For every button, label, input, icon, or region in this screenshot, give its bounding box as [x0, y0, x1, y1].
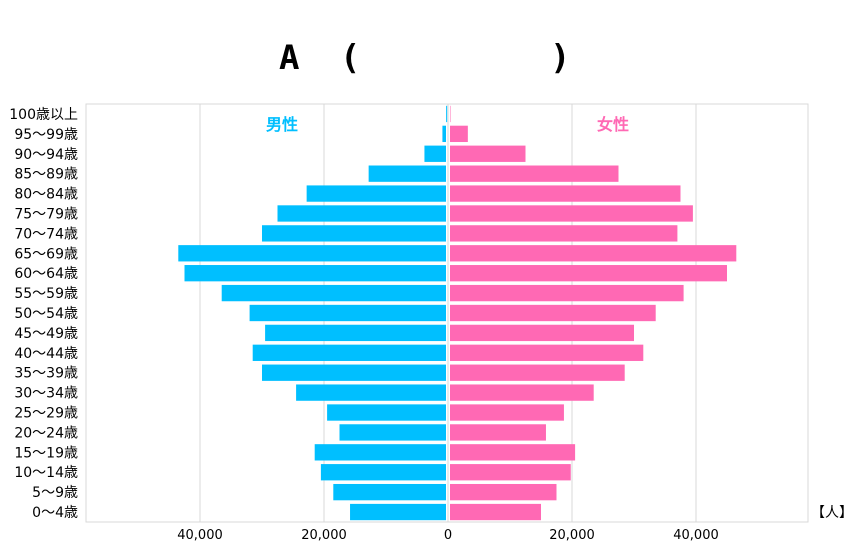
bar-male: [442, 125, 446, 143]
y-category-label: 100歳以上: [9, 107, 78, 123]
bar-male: [446, 105, 448, 123]
bar-female: [450, 245, 737, 262]
bar-male: [320, 464, 446, 481]
y-category-label: 5～9歳: [32, 485, 78, 501]
bar-female: [450, 284, 684, 302]
y-category-label: 10～14歳: [14, 465, 78, 481]
bar-male: [252, 344, 446, 361]
y-category-label: 15～19歳: [14, 445, 78, 461]
y-category-label: 70～74歳: [14, 226, 78, 242]
y-category-label: 85～89歳: [14, 167, 78, 183]
y-category-label: 20～24歳: [14, 425, 78, 441]
y-category-label: 65～69歳: [14, 246, 78, 262]
y-category-label: 25～29歳: [14, 406, 78, 422]
bar-female: [450, 265, 727, 282]
bar-male: [265, 324, 446, 342]
y-category-label: 90～94歳: [14, 147, 78, 163]
bar-male: [333, 483, 446, 501]
bar-female: [450, 404, 564, 421]
plot-area: [85, 103, 809, 523]
title-letter: A: [279, 38, 300, 78]
bar-male: [262, 364, 446, 381]
bar-female: [450, 205, 693, 222]
bar-female: [450, 424, 546, 441]
y-category-label: 95～99歳: [14, 127, 78, 143]
x-tick-label: 20,000: [549, 528, 595, 543]
bar-female: [450, 304, 656, 322]
bar-female: [450, 444, 576, 461]
bar-female: [450, 364, 625, 381]
bar-female: [450, 165, 619, 182]
bar-male: [277, 205, 446, 222]
bar-female: [450, 344, 644, 361]
series-label-female: 女性: [597, 115, 629, 134]
bar-female: [450, 324, 634, 342]
bar-male: [249, 304, 446, 322]
x-tick-label: 40,000: [673, 528, 719, 543]
y-category-label: 75～79歳: [14, 206, 78, 222]
y-category-label: 30～34歳: [14, 386, 78, 402]
bar-male: [296, 384, 446, 401]
x-tick-label: 40,000: [177, 528, 223, 543]
y-category-label: 55～59歳: [14, 286, 78, 302]
y-category-label: 50～54歳: [14, 306, 78, 322]
bar-male: [368, 165, 446, 182]
unit-label: 【人】: [811, 505, 853, 521]
bar-male: [339, 424, 446, 441]
bar-female: [450, 185, 681, 202]
y-category-label: 35～39歳: [14, 366, 78, 382]
y-category-label: 60～64歳: [14, 266, 78, 282]
bar-male: [178, 245, 447, 262]
bar-male: [184, 265, 446, 282]
bar-male: [314, 444, 446, 461]
bar-female: [450, 125, 468, 143]
bar-female: [450, 464, 571, 481]
x-tick-label: 20,000: [301, 528, 347, 543]
y-category-label: 40～44歳: [14, 346, 78, 362]
chart-title: A ( ): [0, 38, 863, 78]
y-category-label: 80～84歳: [14, 187, 78, 203]
x-tick-label: 0: [444, 528, 452, 543]
bar-male: [327, 404, 446, 421]
bar-male: [350, 503, 446, 521]
y-category-label: 45～49歳: [14, 326, 78, 342]
bar-male: [306, 185, 446, 202]
y-category-label: 0～4歳: [32, 505, 78, 521]
title-open-paren: (: [340, 38, 361, 78]
bar-male: [221, 284, 446, 302]
bar-female: [450, 225, 678, 242]
bar-male: [424, 145, 446, 162]
bar-female: [450, 145, 526, 162]
bar-female: [450, 384, 594, 401]
bar-female: [450, 483, 557, 501]
bar-male: [262, 225, 446, 242]
bar-female: [450, 503, 541, 521]
title-close-paren: ): [550, 38, 571, 78]
series-label-male: 男性: [266, 115, 298, 134]
